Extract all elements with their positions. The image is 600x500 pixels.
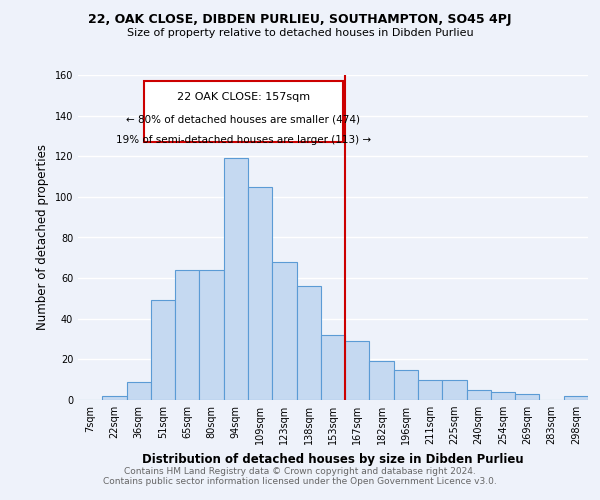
Bar: [248, 186, 272, 400]
Text: Contains public sector information licensed under the Open Government Licence v3: Contains public sector information licen…: [103, 477, 497, 486]
Bar: [224, 158, 248, 400]
Bar: [272, 262, 296, 400]
Bar: [175, 270, 199, 400]
Text: 19% of semi-detached houses are larger (113) →: 19% of semi-detached houses are larger (…: [116, 135, 371, 145]
Bar: [345, 341, 370, 400]
Bar: [467, 390, 491, 400]
Text: 22, OAK CLOSE, DIBDEN PURLIEU, SOUTHAMPTON, SO45 4PJ: 22, OAK CLOSE, DIBDEN PURLIEU, SOUTHAMPT…: [88, 12, 512, 26]
Text: ← 80% of detached houses are smaller (474): ← 80% of detached houses are smaller (47…: [126, 114, 360, 124]
Bar: [370, 362, 394, 400]
Bar: [151, 300, 175, 400]
Bar: [127, 382, 151, 400]
Y-axis label: Number of detached properties: Number of detached properties: [36, 144, 49, 330]
X-axis label: Distribution of detached houses by size in Dibden Purlieu: Distribution of detached houses by size …: [142, 452, 524, 466]
Bar: [515, 394, 539, 400]
Bar: [102, 396, 127, 400]
Text: Size of property relative to detached houses in Dibden Purlieu: Size of property relative to detached ho…: [127, 28, 473, 38]
Bar: [564, 396, 588, 400]
Bar: [199, 270, 224, 400]
Bar: [296, 286, 321, 400]
FancyBboxPatch shape: [143, 81, 343, 142]
Bar: [394, 370, 418, 400]
Bar: [321, 335, 345, 400]
Bar: [418, 380, 442, 400]
Bar: [491, 392, 515, 400]
Bar: [442, 380, 467, 400]
Text: 22 OAK CLOSE: 157sqm: 22 OAK CLOSE: 157sqm: [176, 92, 310, 102]
Text: Contains HM Land Registry data © Crown copyright and database right 2024.: Contains HM Land Registry data © Crown c…: [124, 467, 476, 476]
